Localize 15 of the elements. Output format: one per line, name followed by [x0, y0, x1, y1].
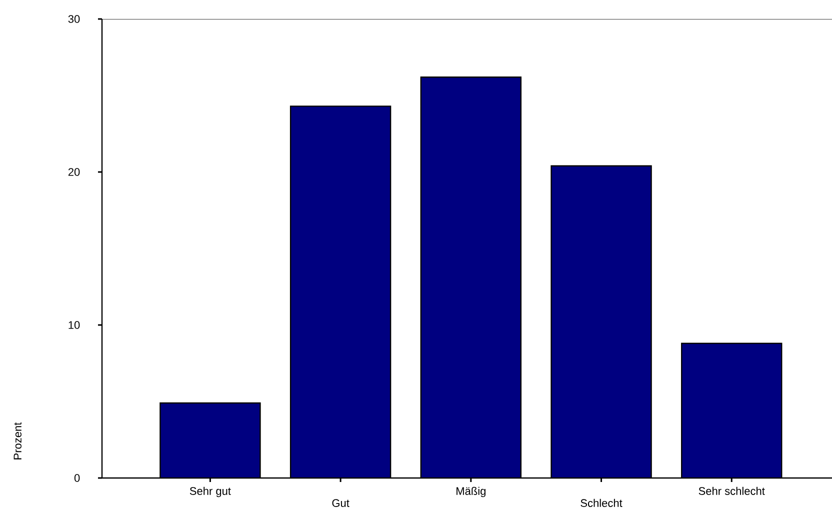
bar	[290, 106, 391, 478]
x-tick-label: Mäßig	[456, 486, 486, 498]
x-tick-label: Gut	[332, 499, 350, 507]
bar	[681, 342, 782, 478]
x-tick-label: Sehr schlecht	[698, 486, 765, 495]
y-axis-title: Prozent	[14, 422, 22, 460]
bar	[551, 166, 652, 478]
y-tick-label: 30	[68, 15, 80, 23]
bar	[160, 403, 260, 478]
y-tick-label: 20	[68, 168, 80, 176]
y-tick-label: 10	[68, 321, 80, 329]
x-tick-label: Schlecht	[580, 498, 622, 507]
bar	[420, 77, 521, 478]
x-tick-label: Sehr gut	[190, 486, 231, 498]
y-tick-label: 0	[74, 474, 80, 482]
